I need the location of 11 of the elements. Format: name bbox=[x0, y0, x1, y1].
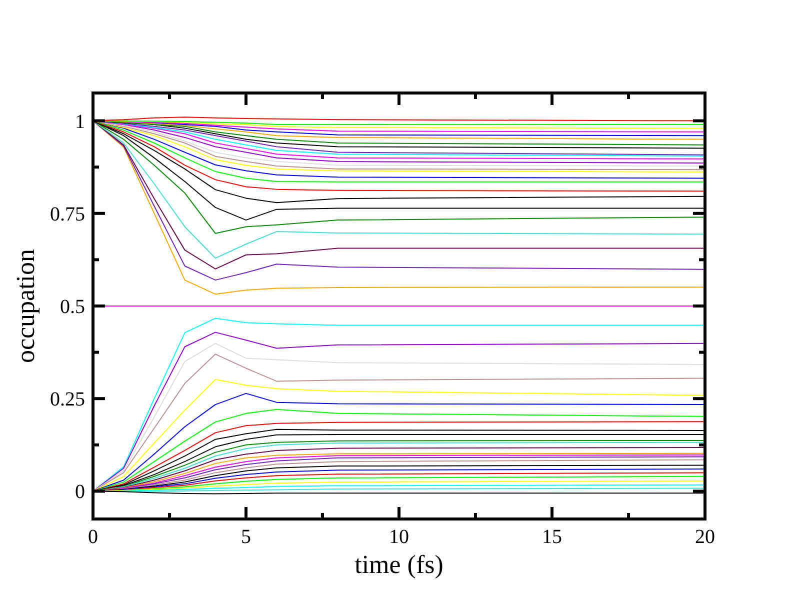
x-tick-label: 15 bbox=[542, 526, 562, 548]
x-tick-label: 20 bbox=[695, 526, 715, 548]
x-tick-label: 5 bbox=[241, 526, 251, 548]
x-tick-label: 10 bbox=[389, 526, 409, 548]
y-tick-label: 0.25 bbox=[50, 388, 85, 411]
y-tick-label: 0.5 bbox=[60, 296, 85, 318]
x-axis-title: time (fs) bbox=[354, 550, 444, 579]
y-tick-label: 0 bbox=[75, 481, 85, 504]
y-tick-label: 0.75 bbox=[50, 203, 85, 226]
y-axis-title: occupation bbox=[11, 248, 40, 364]
y-tick-label: 1 bbox=[75, 110, 85, 133]
